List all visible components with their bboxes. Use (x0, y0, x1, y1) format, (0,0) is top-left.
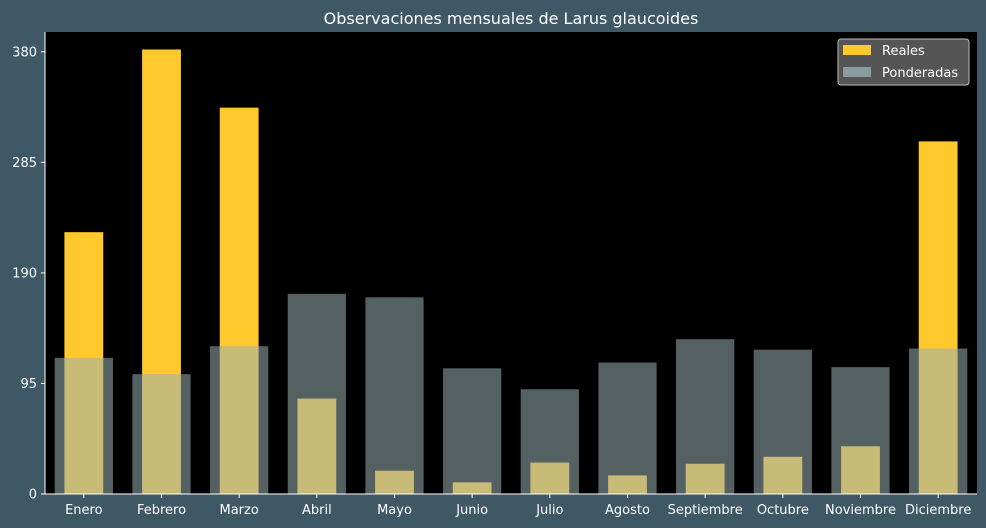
bar-ponderadas-febrero (132, 374, 191, 494)
bar-ponderadas-septiembre (676, 339, 735, 494)
legend-label-ponderadas: Ponderadas (882, 66, 958, 81)
y-tick-label: 95 (20, 377, 37, 392)
ponderadas-bars (54, 293, 968, 494)
bar-ponderadas-agosto (598, 362, 657, 494)
y-tick-label: 285 (12, 156, 37, 171)
bar-ponderadas-abril (287, 293, 346, 494)
y-tick-label: 0 (29, 488, 37, 503)
x-tick-label-agosto: Agosto (605, 503, 650, 518)
bar-ponderadas-junio (443, 368, 502, 494)
plot-area (45, 32, 977, 494)
bar-ponderadas-julio (520, 389, 579, 494)
legend-swatch-ponderadas (843, 67, 871, 77)
bar-ponderadas-diciembre (909, 348, 968, 494)
bar-ponderadas-octubre (753, 349, 812, 494)
bar-ponderadas-mayo (365, 297, 424, 494)
x-tick-label-julio: Julio (535, 503, 563, 518)
x-tick-label-noviembre: Noviembre (825, 503, 896, 518)
x-tick-label-junio: Junio (455, 503, 488, 518)
x-axis: Enero Febrero Marzo Abril Mayo Junio Julio Agos… (45, 493, 977, 518)
bar-ponderadas-marzo (210, 346, 269, 494)
x-tick-label-octubre: Octubre (757, 503, 809, 518)
y-tick-label: 380 (12, 45, 37, 60)
y-tick-label: 190 (12, 266, 37, 281)
bar-ponderadas-enero (54, 357, 113, 494)
legend-swatch-reales (843, 45, 871, 55)
legend-label-reales: Reales (882, 44, 925, 59)
bar-ponderadas-noviembre (831, 367, 890, 494)
x-tick-label-septiembre: Septiembre (668, 503, 743, 518)
legend: Reales Ponderadas (837, 38, 970, 86)
chart-title: Observaciones mensuales de Larus glaucoi… (324, 9, 699, 28)
x-tick-label-febrero: Febrero (137, 503, 186, 518)
x-tick-label-abril: Abril (302, 503, 332, 518)
x-tick-label-mayo: Mayo (377, 503, 412, 518)
x-tick-label-diciembre: Diciembre (905, 503, 971, 518)
x-tick-label-marzo: Marzo (220, 503, 259, 518)
y-axis: 0 95 190 285 380 (12, 32, 46, 503)
x-tick-label-enero: Enero (65, 503, 103, 518)
